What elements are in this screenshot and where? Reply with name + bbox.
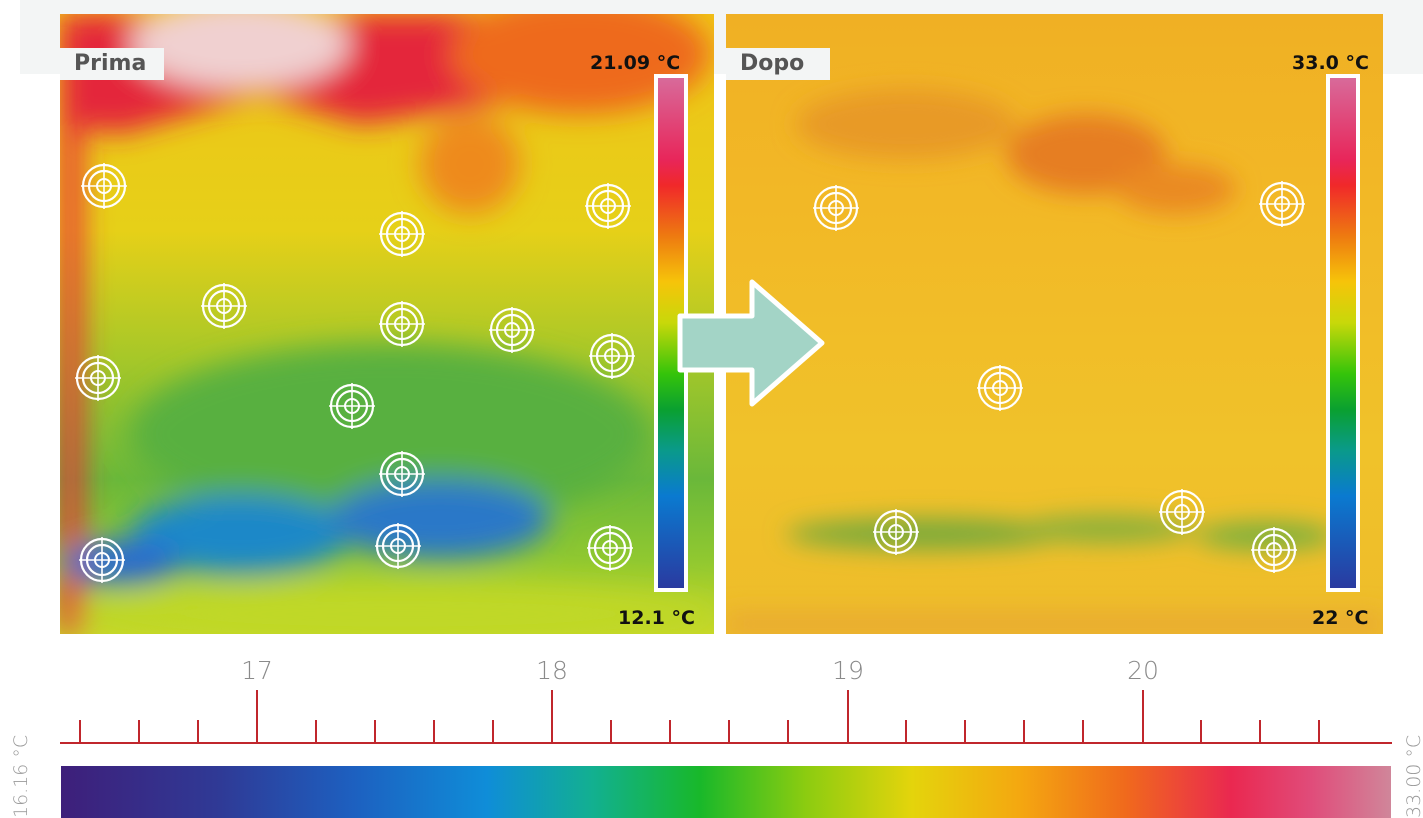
crosshair-target-icon: [585, 183, 631, 229]
crosshair-target-icon: [379, 211, 425, 257]
crosshair-target-icon: [75, 355, 121, 401]
before-scale-min: 12.1 °C: [618, 607, 695, 629]
crosshair-target-icon: [1251, 527, 1297, 573]
crosshair-target-icon: [1259, 181, 1305, 227]
arrow-right-icon: [677, 279, 825, 407]
color-spectrum-legend: [61, 766, 1391, 818]
crosshair-target-icon: [201, 283, 247, 329]
after-scale-max: 33.0 °C: [1292, 52, 1369, 74]
after-colorbar: [1326, 74, 1360, 592]
before-label: Prima: [60, 48, 164, 80]
axis-tick-label: 19: [832, 656, 864, 685]
after-scale-min: 22 °C: [1312, 607, 1369, 629]
crosshair-target-icon: [977, 365, 1023, 411]
crosshair-target-icon: [375, 523, 421, 569]
crosshair-target-icon: [329, 383, 375, 429]
crosshair-target-icon: [81, 163, 127, 209]
axis-tick-label: 20: [1127, 656, 1159, 685]
crosshair-target-icon: [79, 537, 125, 583]
axis-tick-label: 17: [241, 656, 273, 685]
legend-min-label: 16.16 °C: [10, 734, 32, 818]
legend-max-label: 33.00 °C: [1403, 734, 1423, 818]
crosshair-target-icon: [813, 185, 859, 231]
temperature-axis: [60, 690, 1392, 744]
crosshair-target-icon: [873, 509, 919, 555]
crosshair-target-icon: [1159, 489, 1205, 535]
axis-tick-label: 18: [536, 656, 568, 685]
crosshair-target-icon: [379, 451, 425, 497]
crosshair-target-icon: [587, 525, 633, 571]
crosshair-target-icon: [489, 307, 535, 353]
crosshair-target-icon: [589, 333, 635, 379]
after-label: Dopo: [726, 48, 830, 80]
before-scale-max: 21.09 °C: [590, 52, 681, 74]
crosshair-target-icon: [379, 301, 425, 347]
